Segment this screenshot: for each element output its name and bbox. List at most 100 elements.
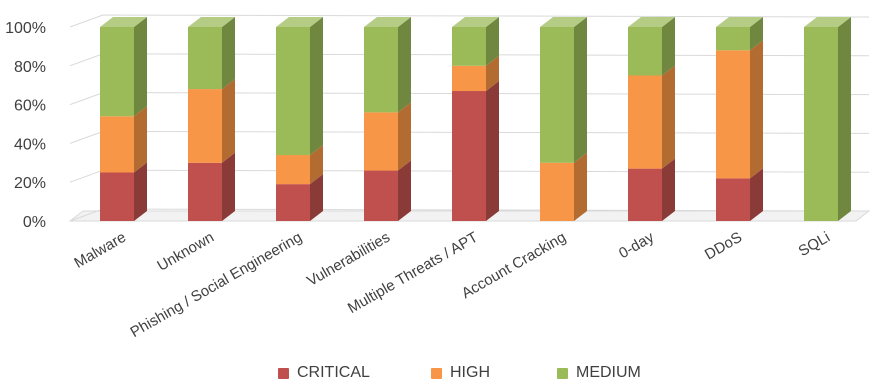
bar-front (364, 27, 398, 113)
bar-segment-critical (100, 162, 147, 221)
bar-side (398, 160, 411, 221)
bar-side (310, 17, 323, 156)
bar-front (716, 27, 750, 51)
y-tick-label: 100% (5, 20, 46, 37)
bar-front (364, 170, 398, 221)
y-tick-label: 20% (14, 175, 46, 192)
bar-segment-high (540, 152, 587, 221)
bar-front (628, 27, 662, 76)
legend: CRITICAL HIGH MEDIUM (0, 364, 884, 384)
bar-side (486, 81, 499, 222)
bar-front (804, 27, 838, 221)
gridline (69, 14, 870, 28)
bar-front (452, 27, 486, 66)
bar-front (276, 155, 310, 185)
bar-segment-high (100, 106, 147, 173)
x-category-label: Vulnerabilities (304, 229, 393, 290)
bar-front (452, 91, 486, 222)
bar-segment-critical (716, 168, 763, 221)
bar-segment-medium (100, 17, 147, 117)
bar-top (628, 17, 675, 27)
bar-front (540, 162, 574, 221)
x-category-label: SQLi (796, 229, 833, 260)
bar-side (662, 65, 675, 169)
bar-side (750, 40, 763, 179)
bar-side (222, 152, 235, 221)
bar-front (100, 172, 134, 221)
bar-top (188, 17, 235, 27)
bar-segment-medium (716, 17, 763, 51)
bar-top (100, 17, 147, 27)
bar-front (100, 27, 134, 117)
bar-segment-critical (628, 158, 675, 221)
bar-segment-medium (628, 17, 675, 76)
x-category-label: Phishing / Social Engineering (128, 229, 305, 341)
bar-segment-high (276, 145, 323, 185)
bar-segment-critical (364, 160, 411, 221)
legend-item-medium: MEDIUM (557, 364, 641, 382)
bar-top (804, 17, 851, 27)
bar-segment-medium (188, 17, 235, 90)
x-category-label: DDoS (702, 229, 745, 264)
bar-segment-critical (276, 174, 323, 221)
bar-front (364, 112, 398, 171)
x-category-label: Malware (71, 229, 129, 272)
bar-side (134, 162, 147, 221)
legend-swatch-medium (557, 367, 568, 379)
bar-front (188, 27, 222, 90)
legend-label-high: HIGH (450, 364, 490, 381)
legend-item-high: HIGH (431, 364, 490, 382)
bar-segment-high (188, 79, 235, 163)
bar-top (452, 17, 499, 27)
bar-top (276, 17, 323, 27)
bar-segment-high (452, 55, 499, 92)
bar-front (716, 178, 750, 221)
bar-side (574, 17, 587, 163)
x-category-label: Unknown (154, 229, 217, 275)
bar-segment-medium (364, 17, 411, 113)
bar-top (540, 17, 587, 27)
bar-side (222, 17, 235, 90)
bar-front (276, 27, 310, 156)
y-axis-tick-labels: 0% 20% 40% 60% 80% 100% (5, 20, 46, 231)
bar-segment-high (628, 65, 675, 169)
bar-side (486, 17, 499, 66)
y-tick-label: 80% (14, 59, 46, 76)
legend-swatch-high (431, 367, 442, 379)
y-tick-label: 40% (14, 136, 46, 153)
bar-front (188, 162, 222, 221)
bar-side (662, 158, 675, 221)
bar-top (716, 17, 763, 27)
bar-side (398, 17, 411, 113)
bar-segment-critical (188, 152, 235, 221)
bar-segment-medium (804, 17, 851, 221)
bar-segment-high (364, 102, 411, 171)
y-tick-label: 60% (14, 98, 46, 115)
bar-segment-medium (540, 17, 587, 163)
bar-side (310, 174, 323, 221)
bars-layer (100, 17, 851, 222)
bar-side (574, 152, 587, 221)
bar-front (452, 65, 486, 92)
bar-side (662, 17, 675, 76)
bar-front (188, 89, 222, 163)
y-tick-label: 0% (23, 214, 46, 231)
bar-segment-high (716, 40, 763, 179)
bar-side (750, 168, 763, 221)
bar-side (134, 106, 147, 173)
bar-front (628, 168, 662, 221)
bar-segment-critical (452, 81, 499, 222)
bar-side (310, 145, 323, 185)
bar-front (276, 184, 310, 221)
bar-segment-medium (452, 17, 499, 66)
bar-side (486, 55, 499, 92)
bar-front (716, 50, 750, 179)
bar-side (838, 17, 851, 221)
legend-swatch-critical (278, 367, 289, 379)
bar-front (628, 75, 662, 169)
bar-top (364, 17, 411, 27)
legend-label-medium: MEDIUM (576, 364, 641, 381)
bar-front (100, 116, 134, 173)
